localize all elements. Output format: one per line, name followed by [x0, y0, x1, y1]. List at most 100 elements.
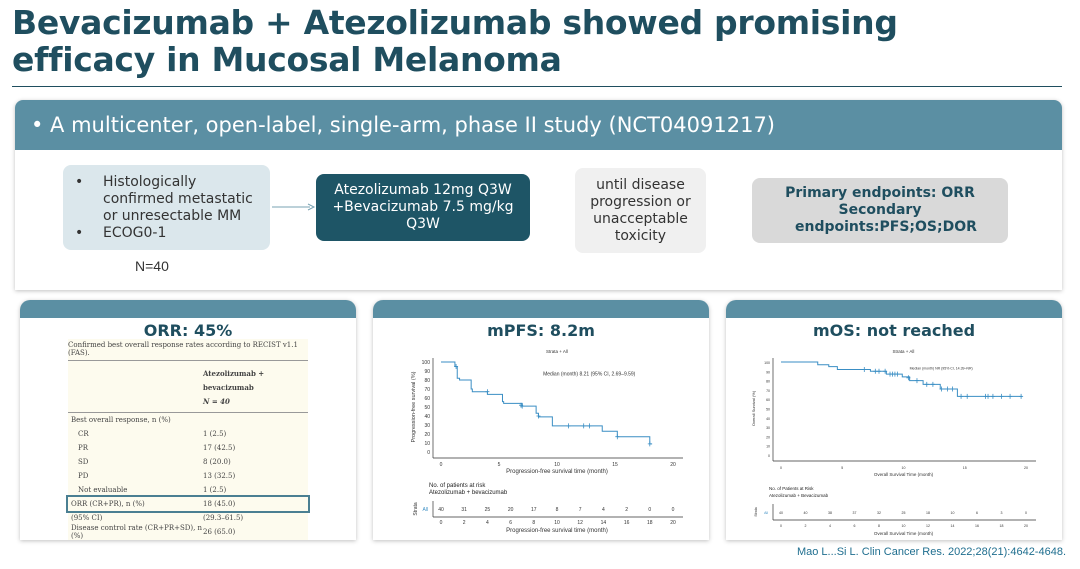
y-tick-label: 100	[764, 361, 770, 365]
y-tick-label: 20	[766, 435, 770, 439]
row-value: 17 (42.5)	[203, 444, 236, 452]
response-table: Confirmed best overall response rates ac…	[66, 339, 310, 540]
risk-count: 20	[508, 507, 514, 513]
primary-endpoint: Primary endpoints: ORR	[785, 185, 975, 201]
eligibility-item: ECOG0-1	[103, 224, 167, 241]
risk-x-tick: 12	[926, 524, 930, 528]
risk-y-label: Strata	[754, 507, 758, 516]
table-row: Best overall response, n (%)	[68, 413, 308, 427]
y-tick-label: 40	[766, 417, 770, 421]
risk-count: 2	[625, 507, 628, 513]
row-label: Not evaluable	[78, 486, 128, 494]
y-tick-label: 70	[766, 389, 770, 393]
row-value: 8 (20.0)	[203, 458, 231, 466]
censor-mark	[914, 378, 919, 384]
risk-x-tick: 4	[829, 524, 831, 528]
risk-x-tick: 6	[509, 520, 512, 526]
row-value: 13 (32.5)	[203, 472, 236, 480]
risk-x-tick: 8	[532, 520, 535, 526]
x-tick-label: 10	[902, 466, 906, 470]
risk-x-tick: 2	[805, 524, 807, 528]
secondary-endpoint: Secondary endpoints:PFS;OS;DOR	[794, 202, 977, 235]
y-tick-label: 0	[768, 454, 770, 458]
row-label: CR	[78, 430, 89, 438]
y-tick-label: 20	[424, 432, 430, 438]
y-tick-label: 60	[766, 398, 770, 402]
y-axis-label: Progression-free survival (%)	[411, 371, 417, 442]
row-value: 1 (2.5)	[203, 486, 227, 494]
risk-x-tick: 18	[647, 520, 653, 526]
risk-count: 7	[579, 507, 582, 513]
risk-count: 17	[531, 507, 537, 513]
risk-x-tick: 8	[878, 524, 880, 528]
x-tick-label: 15	[612, 462, 618, 468]
y-tick-label: 50	[424, 405, 430, 411]
os-heading: mOS: not reached	[812, 321, 976, 340]
risk-strata-label: All	[422, 507, 428, 513]
x-tick-label: 0	[440, 462, 443, 468]
risk-count: 32	[877, 511, 881, 515]
table-header: Atezolizumab + bevacizumab N = 40	[68, 360, 308, 413]
risk-count: 0	[1025, 511, 1027, 515]
risk-y-label: Strata	[413, 502, 419, 516]
study-design-panel: • A multicenter, open-label, single-arm,…	[15, 100, 1062, 290]
censor-mark	[520, 403, 525, 409]
table-row: SD 8 (20.0)	[68, 455, 308, 469]
y-tick-label: 10	[766, 445, 770, 449]
risk-count: 10	[951, 511, 955, 515]
risk-count: 25	[485, 507, 491, 513]
censor-mark	[990, 393, 995, 399]
legend: Strata + All	[893, 349, 915, 354]
risk-count: 4	[602, 507, 605, 513]
risk-x-tick: 16	[624, 520, 630, 526]
eligibility-box: • Histologically confirmed metastatic or …	[63, 165, 270, 250]
y-tick-label: 70	[424, 387, 430, 393]
risk-table-title: No. of Patients at Risk	[769, 486, 814, 491]
risk-table-group: Atezolizumab + Bevacizumab	[769, 493, 829, 498]
risk-count: 8	[556, 507, 559, 513]
row-value: 18 (45.0)	[203, 500, 236, 508]
x-tick-label: 20	[1024, 466, 1028, 470]
row-value: 26 (65.0)	[203, 528, 236, 536]
x-axis-label: Overall Survival Time (month)	[874, 472, 934, 477]
table-row: Disease control rate (CR+PR+SD), n (%) 26…	[68, 524, 308, 540]
censor-mark	[939, 386, 944, 392]
x-tick-label: 10	[554, 462, 560, 468]
censor-mark	[873, 368, 878, 374]
risk-count: 6	[976, 511, 978, 515]
risk-x-tick: 0	[780, 524, 782, 528]
risk-x-tick: 20	[1024, 524, 1028, 528]
x-tick-label: 15	[963, 466, 967, 470]
x-tick-label: 5	[841, 466, 843, 470]
risk-count: 25	[902, 511, 906, 515]
y-tick-label: 90	[766, 370, 770, 374]
y-tick-label: 40	[424, 414, 430, 420]
censor-mark	[581, 423, 586, 429]
y-tick-label: 80	[766, 380, 770, 384]
risk-x-tick: 2	[463, 520, 466, 526]
survival-curve	[441, 361, 653, 445]
table-row: PR 17 (42.5)	[68, 441, 308, 455]
risk-x-tick: 14	[601, 520, 607, 526]
censor-mark	[615, 434, 620, 440]
row-label: PD	[78, 472, 89, 480]
risk-table-title: No. of patients at risk	[429, 483, 486, 489]
survival-curve	[781, 361, 1023, 397]
censor-mark	[862, 366, 867, 372]
y-tick-label: 0	[427, 450, 430, 456]
arrow-icon	[272, 203, 316, 211]
row-label: Best overall response, n (%)	[71, 416, 171, 424]
censor-mark	[945, 386, 950, 392]
risk-x-tick: 0	[440, 520, 443, 526]
os-card: mOS: not reached Strata + All 0 10 20 30 40 50…	[726, 300, 1062, 540]
row-value: 1 (2.5)	[203, 430, 227, 438]
title-divider	[12, 86, 1062, 87]
table-row: ORR (CR+PR), n (%) 18 (45.0)	[66, 495, 310, 513]
pfs-heading: mPFS: 8.2m	[487, 321, 595, 340]
x-tick-label: 20	[670, 462, 676, 468]
risk-count: 0	[672, 507, 675, 513]
risk-x-tick: 10	[902, 524, 906, 528]
risk-table-group: Atezolizumab + bevacizumab	[429, 490, 508, 496]
x-tick-label: 5	[498, 462, 501, 468]
